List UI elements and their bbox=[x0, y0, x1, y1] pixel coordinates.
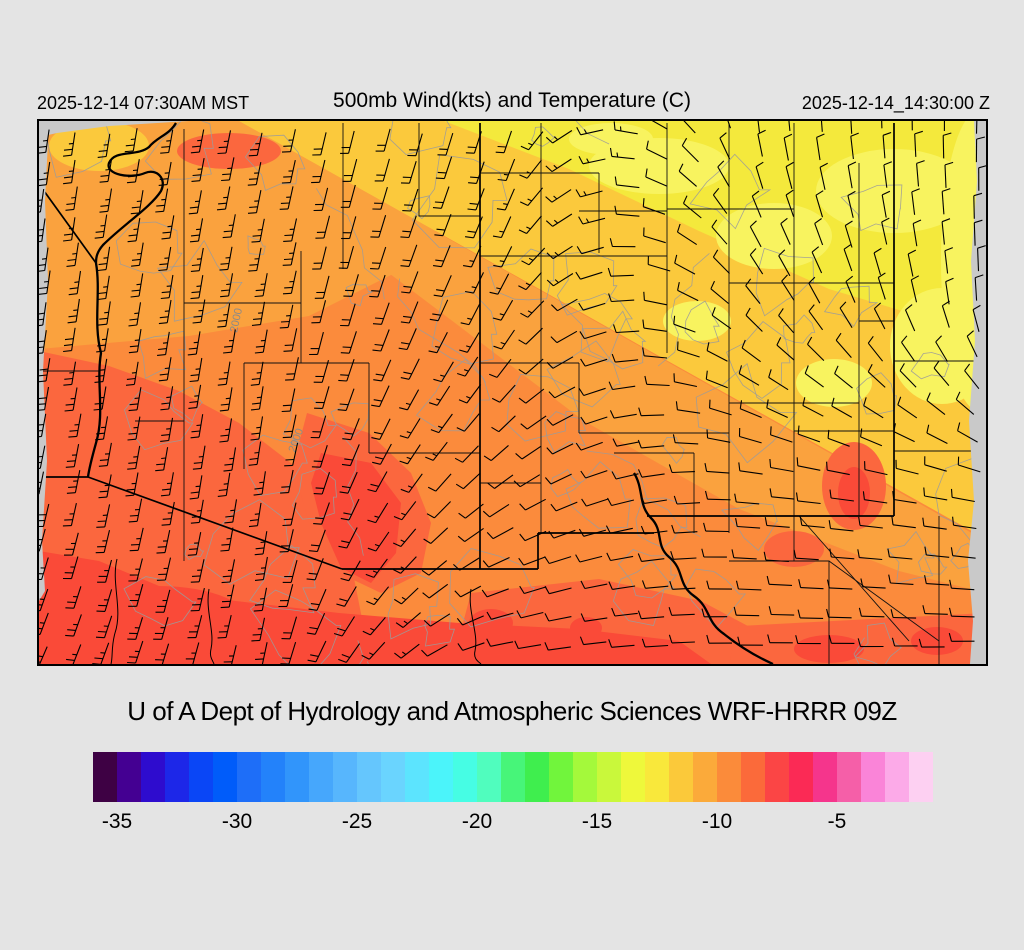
colorbar-segment bbox=[405, 752, 429, 802]
colorbar-segment bbox=[477, 752, 501, 802]
colorbar-segment bbox=[189, 752, 213, 802]
colorbar-tick-label: -30 bbox=[221, 810, 253, 833]
colorbar-segment bbox=[525, 752, 549, 802]
credit-caption: U of A Dept of Hydrology and Atmospheric… bbox=[127, 696, 897, 726]
colorbar-segment bbox=[837, 752, 861, 802]
colorbar-segment bbox=[429, 752, 453, 802]
colorbar-segment bbox=[741, 752, 765, 802]
map-frame: 2000 2000 bbox=[37, 119, 988, 666]
temperature-colorbar bbox=[93, 752, 933, 802]
colorbar-segment bbox=[453, 752, 477, 802]
colorbar-segment bbox=[285, 752, 309, 802]
colorbar-segment bbox=[573, 752, 597, 802]
colorbar-segment bbox=[645, 752, 669, 802]
colorbar-segment bbox=[861, 752, 885, 802]
colorbar-segment bbox=[237, 752, 261, 802]
map-title: 500mb Wind(kts) and Temperature (C) bbox=[333, 89, 691, 112]
colorbar-segment bbox=[789, 752, 813, 802]
colorbar-tick-label: -5 bbox=[827, 810, 847, 833]
colorbar-segment bbox=[309, 752, 333, 802]
colorbar-segment bbox=[621, 752, 645, 802]
colorbar-segment bbox=[549, 752, 573, 802]
colorbar-segment bbox=[669, 752, 693, 802]
colorbar-segment bbox=[261, 752, 285, 802]
valid-time-local: 2025-12-14 07:30AM MST bbox=[37, 93, 250, 113]
colorbar-segment bbox=[333, 752, 357, 802]
colorbar-segment bbox=[717, 752, 741, 802]
colorbar-segment bbox=[93, 752, 117, 802]
colorbar-tick-label: -10 bbox=[701, 810, 733, 833]
colorbar-segment bbox=[141, 752, 165, 802]
colorbar-segment bbox=[597, 752, 621, 802]
colorbar-segment bbox=[501, 752, 525, 802]
colorbar-tick-label: -35 bbox=[101, 810, 133, 833]
colorbar-segment bbox=[693, 752, 717, 802]
colorbar-segment bbox=[213, 752, 237, 802]
colorbar-segment bbox=[117, 752, 141, 802]
valid-time-utc: 2025-12-14_14:30:00 Z bbox=[801, 93, 990, 113]
svg-text:2000: 2000 bbox=[228, 307, 245, 333]
colorbar-tick-label: -15 bbox=[581, 810, 613, 833]
colorbar-segment bbox=[813, 752, 837, 802]
colorbar-segment bbox=[381, 752, 405, 802]
colorbar-segment bbox=[909, 752, 933, 802]
colorbar-tick-label: -25 bbox=[341, 810, 373, 833]
colorbar-tick-label: -20 bbox=[461, 810, 493, 833]
colorbar-segment bbox=[357, 752, 381, 802]
colorbar-segment bbox=[165, 752, 189, 802]
colorbar-segment bbox=[765, 752, 789, 802]
colorbar-segment bbox=[885, 752, 909, 802]
